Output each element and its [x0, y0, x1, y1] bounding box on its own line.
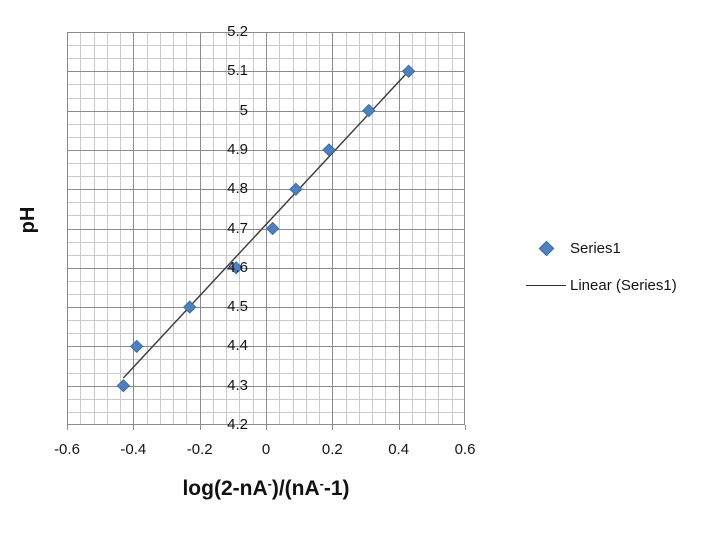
x-tick-label: 0	[261, 441, 271, 458]
series1-diamond-icon	[538, 240, 554, 256]
data-point-marker	[265, 221, 280, 236]
data-point-marker	[289, 182, 303, 196]
y-tick-label: 4.5	[227, 298, 248, 316]
x-tick-label: -0.4	[120, 441, 147, 458]
marker-cell	[524, 240, 568, 256]
y-tick-label: 4.8	[227, 180, 248, 198]
x-tick-label: -0.2	[186, 441, 213, 458]
y-tick-label: 4.7	[227, 219, 248, 237]
x-axis-title-superscript: -	[319, 477, 324, 492]
y-tick-label: 5.1	[227, 62, 248, 80]
x-axis-title: log(2-nA-)/(nA--1)	[116, 476, 416, 502]
marker-cell	[524, 284, 568, 286]
trendline	[122, 70, 410, 379]
legend-label-series1: Series1	[570, 239, 621, 257]
x-tick-label: 0.6	[454, 441, 476, 458]
x-tick-label: 0.4	[388, 441, 410, 458]
plot-border	[67, 32, 465, 425]
trendline-line-icon	[526, 284, 566, 286]
x-axis-title-segment: -1)	[323, 477, 350, 500]
legend-item-linear-series1: Linear (Series1)	[524, 275, 677, 295]
data-point-marker	[183, 300, 197, 314]
y-tick-label: 5.2	[227, 23, 248, 40]
data-point-marker	[401, 64, 416, 79]
x-tick-label: 0.2	[321, 441, 343, 458]
legend-item-series1: Series1	[524, 238, 621, 258]
y-tick-label: 4.9	[227, 140, 248, 158]
x-tick-label: -0.6	[54, 441, 80, 458]
y-tick-label: 4.3	[227, 376, 248, 394]
data-point-marker	[322, 143, 336, 157]
data-point-marker	[362, 103, 376, 118]
y-tick-label: 4.4	[227, 337, 248, 355]
y-axis-title: pH	[17, 206, 39, 234]
x-axis-title-segment: log(2-nA	[182, 477, 268, 500]
y-tick-label: 4.6	[227, 258, 248, 276]
data-point-marker	[229, 261, 243, 275]
x-axis-title-superscript: -	[267, 477, 272, 492]
data-point-marker	[129, 339, 144, 354]
legend-label-linear-series1: Linear (Series1)	[570, 276, 677, 294]
data-point-marker	[116, 378, 131, 393]
x-axis-title-segment: )/(nA	[271, 477, 320, 500]
y-tick-label: 4.2	[227, 416, 248, 433]
y-tick-label: 5	[239, 101, 248, 119]
